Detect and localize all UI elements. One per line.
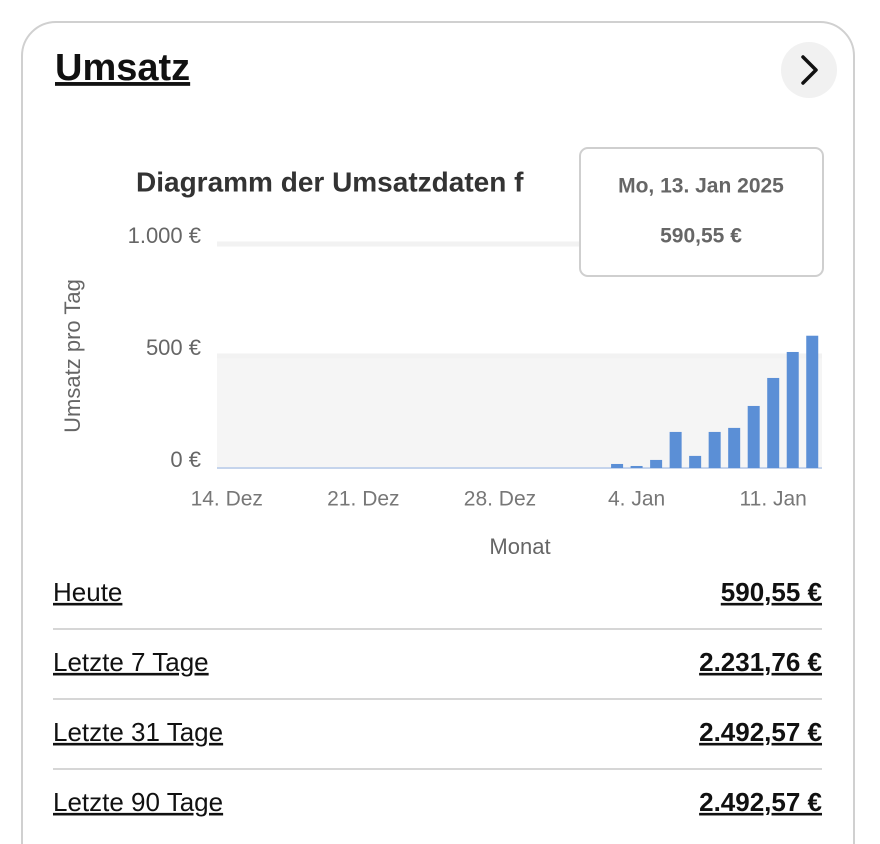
summary-value[interactable]: 2.492,57 €	[699, 787, 822, 817]
tooltip-value: 590,55 €	[660, 225, 742, 248]
summary-value[interactable]: 590,55 €	[721, 577, 822, 607]
plot-band	[217, 356, 822, 468]
bar	[747, 405, 760, 468]
y-axis-label: Umsatz pro Tag	[60, 279, 85, 433]
x-tick-label: 21. Dez	[327, 488, 399, 511]
bar	[611, 463, 624, 468]
y-tick-label: 1.000 €	[128, 223, 201, 248]
tooltip: Mo, 13. Jan 2025 590,55 €	[579, 147, 824, 277]
chart-title: Diagramm der Umsatzdaten f	[136, 166, 524, 197]
bar	[669, 431, 682, 468]
bar	[767, 377, 780, 468]
summary-label[interactable]: Heute	[53, 577, 122, 607]
bar	[689, 455, 702, 468]
bar	[806, 335, 819, 468]
x-tick-label: 4. Jan	[608, 488, 665, 511]
next-button[interactable]	[781, 42, 837, 98]
y-tick-label: 500 €	[146, 335, 201, 360]
bar	[786, 351, 799, 468]
x-tick-label: 11. Jan	[740, 488, 807, 511]
card-title[interactable]: Umsatz	[55, 47, 190, 89]
x-tick-label: 28. Dez	[464, 488, 536, 511]
x-axis-label: Monat	[489, 534, 550, 559]
tooltip-date: Mo, 13. Jan 2025	[618, 175, 784, 198]
summary-label[interactable]: Letzte 31 Tage	[53, 717, 223, 747]
summary-label[interactable]: Letzte 7 Tage	[53, 647, 209, 677]
y-tick-label: 0 €	[170, 447, 201, 472]
summary-value[interactable]: 2.492,57 €	[699, 717, 822, 747]
bar	[650, 459, 663, 468]
summary: Heute 590,55 € Letzte 7 Tage 2.231,76 € Letz…	[53, 577, 822, 817]
summary-value[interactable]: 2.231,76 €	[699, 647, 822, 677]
summary-label[interactable]: Letzte 90 Tage	[53, 787, 223, 817]
bar	[708, 431, 721, 468]
bar	[728, 427, 741, 468]
bar	[630, 465, 643, 468]
x-tick-label: 14. Dez	[191, 488, 263, 511]
